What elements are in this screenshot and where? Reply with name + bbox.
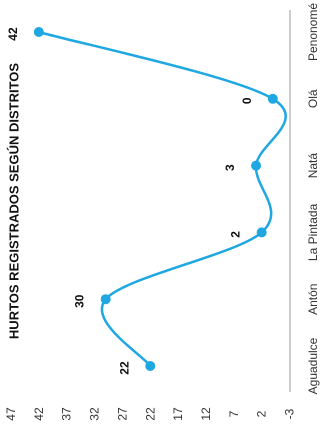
- value-tick-label: 2: [255, 410, 269, 417]
- category-axis-labels: Aguadulce Antón La Pintada Natá Olá Penonomé: [306, 3, 320, 395]
- data-point: [145, 361, 156, 371]
- value-tick-label: -3: [283, 408, 297, 419]
- value-tick-label: 27: [115, 407, 129, 421]
- data-label: 0: [240, 97, 254, 104]
- data-label: 22: [117, 361, 131, 375]
- data-label: 42: [6, 27, 20, 41]
- category-label: La Pintada: [306, 203, 320, 261]
- data-label: 3: [223, 164, 237, 171]
- chart-title: HURTOS REGISTRADOS SEGÚN DISTRITOS: [7, 63, 22, 339]
- category-label: Olá: [306, 89, 320, 108]
- value-tick-label: 22: [143, 407, 157, 421]
- data-label: 30: [73, 294, 87, 308]
- data-point: [33, 27, 44, 37]
- value-tick-label: 47: [4, 407, 18, 421]
- category-label: Natá: [306, 153, 320, 179]
- value-tick-label: 42: [32, 407, 46, 421]
- data-point: [100, 294, 111, 305]
- value-tick-label: 7: [227, 410, 241, 417]
- category-label: Aguadulce: [306, 337, 320, 394]
- value-tick-label: 32: [88, 407, 102, 421]
- data-point: [251, 160, 262, 171]
- value-tick-label: 37: [60, 407, 74, 421]
- data-label: 2: [229, 231, 243, 238]
- category-label: Antón: [306, 284, 320, 315]
- value-tick-label: 17: [171, 407, 185, 421]
- category-label: Penonomé: [306, 3, 320, 61]
- data-points: [33, 27, 278, 371]
- series-line: [38, 30, 287, 367]
- value-tick-label: 12: [199, 407, 213, 421]
- data-point: [256, 227, 267, 238]
- data-point: [267, 93, 278, 104]
